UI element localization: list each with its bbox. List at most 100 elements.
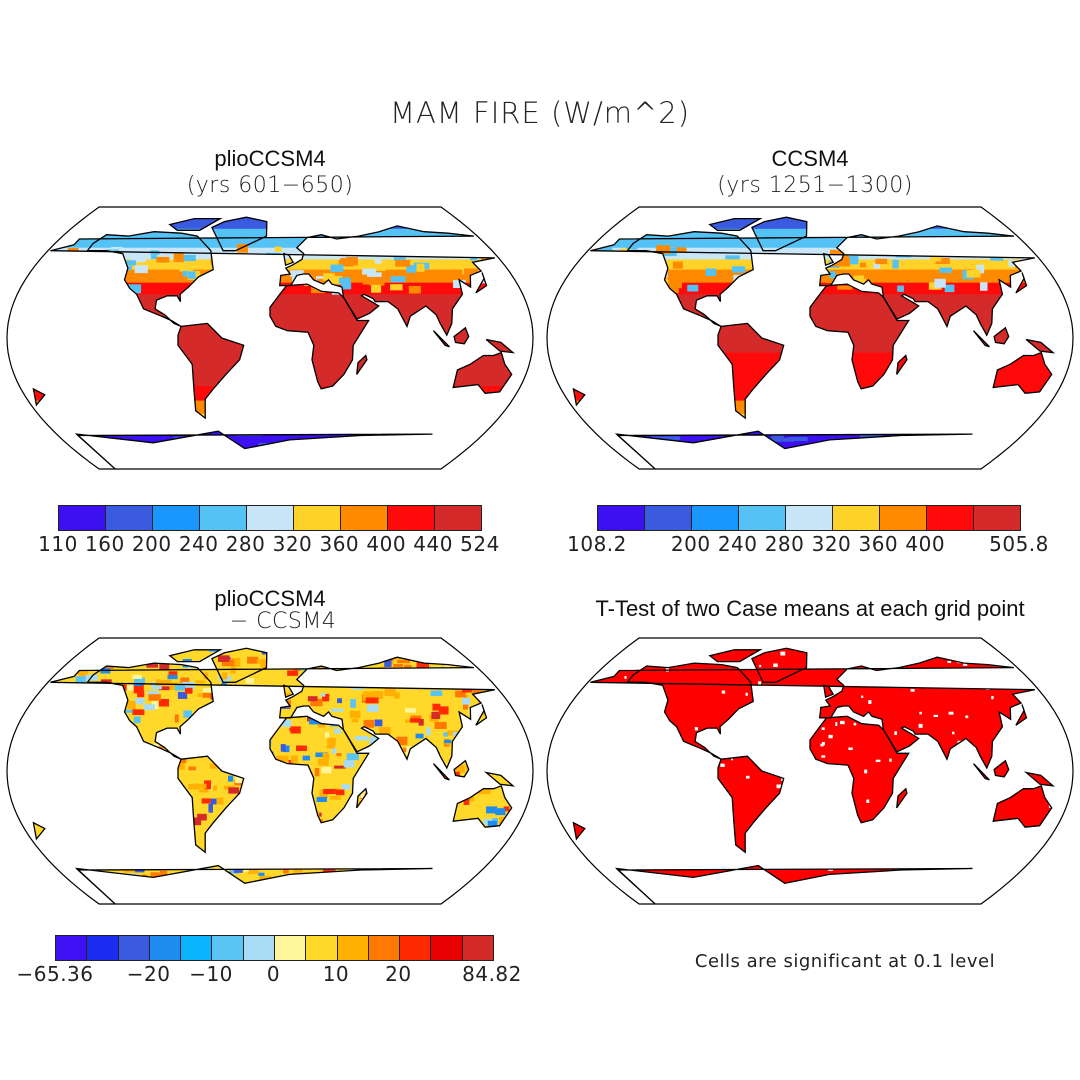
field-band [33, 425, 513, 469]
field-cell [771, 433, 784, 438]
field-cell [533, 821, 535, 829]
field-cell [267, 270, 275, 275]
field-cell [268, 648, 275, 651]
coastline [74, 864, 433, 904]
insignificant-cell [665, 644, 670, 647]
insignificant-cell [675, 819, 678, 824]
insignificant-cell [776, 830, 779, 834]
insignificant-cell [771, 889, 774, 893]
map-border [6, 637, 534, 905]
field-cell [152, 648, 165, 651]
field-cell [185, 687, 193, 694]
insignificant-cell [801, 805, 804, 809]
insignificant-cell [894, 731, 897, 736]
insignificant-cell [990, 674, 993, 679]
field-cell [40, 656, 48, 664]
field-cell [411, 884, 417, 888]
field-cell [384, 687, 396, 697]
field-cell [406, 833, 415, 839]
field-cell [150, 872, 160, 881]
field-cell [878, 247, 892, 255]
field-cell [40, 840, 50, 847]
field-cell [151, 899, 157, 904]
field-cell [377, 858, 390, 863]
field-cell [228, 787, 240, 794]
field-cell [399, 799, 411, 806]
field-cell [33, 436, 44, 441]
field-cell [370, 265, 386, 271]
field-cell [787, 258, 799, 264]
field-cell [525, 726, 530, 732]
insignificant-cell [918, 723, 923, 728]
insignificant-cell [622, 788, 626, 792]
field-cell [265, 702, 277, 708]
coastline [992, 351, 1053, 394]
field-cell [20, 901, 32, 906]
field-cell [464, 674, 475, 680]
coastline [432, 330, 450, 348]
insignificant-cell [946, 796, 952, 799]
field-cell [157, 638, 166, 645]
field-cell [165, 828, 171, 836]
coastline [452, 784, 513, 828]
field-cell [619, 248, 631, 257]
insignificant-cell [718, 735, 721, 740]
field-cell [245, 779, 252, 787]
field-cell [516, 853, 527, 856]
field-cell [267, 813, 278, 821]
field-cell [133, 887, 145, 892]
insignificant-cell [1010, 832, 1013, 835]
field-cell [515, 734, 524, 738]
field-cell [195, 680, 206, 684]
insignificant-cell [853, 722, 857, 726]
field-cell [1045, 452, 1053, 457]
field-cell [393, 663, 403, 668]
field-cell [310, 812, 322, 817]
field-band [573, 352, 1053, 387]
coastline [809, 283, 910, 390]
insignificant-cell [860, 695, 864, 698]
field-cell [275, 805, 284, 810]
field-cell [386, 845, 398, 850]
insignificant-cell [906, 651, 912, 655]
field-cell [362, 676, 371, 683]
insignificant-cell [568, 787, 570, 791]
field-cell [372, 691, 384, 699]
field-cell [117, 430, 140, 435]
insignificant-cell [716, 877, 722, 881]
field-cell [488, 704, 500, 710]
field-cell [438, 881, 443, 890]
field-cell [151, 883, 160, 887]
insignificant-cell [709, 819, 715, 824]
field-cell [104, 794, 112, 800]
field-cell [751, 448, 769, 453]
coastline [177, 755, 245, 854]
field-cell [321, 856, 328, 862]
field-cell [312, 655, 321, 661]
field-cell [328, 655, 341, 661]
colorbar-box [149, 936, 182, 960]
field-cell [57, 848, 66, 853]
field-cell [439, 249, 454, 258]
field-cell [63, 843, 72, 852]
field-cell [134, 802, 144, 809]
field-cell [382, 245, 395, 254]
insignificant-cell [866, 799, 870, 803]
colorbar-box [247, 506, 294, 530]
field-cell [79, 450, 96, 455]
field-cell [452, 731, 457, 736]
field-cell [477, 763, 484, 770]
field-cell [306, 881, 314, 887]
field-cell [113, 842, 118, 847]
insignificant-cell [710, 821, 715, 825]
colorbar-box [87, 936, 119, 960]
field-cell [60, 886, 71, 895]
coastline [432, 763, 450, 781]
field-cell [52, 823, 64, 828]
field-cell [514, 691, 523, 694]
insignificant-cell [696, 756, 700, 760]
field-cell [479, 845, 488, 852]
field-cell [280, 653, 293, 657]
field-cell [397, 659, 411, 664]
insignificant-cell [811, 826, 816, 829]
